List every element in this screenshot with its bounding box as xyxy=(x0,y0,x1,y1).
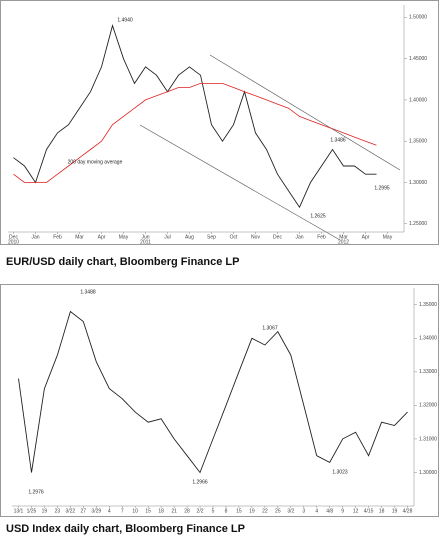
x-tick-label: 18 xyxy=(158,508,164,514)
y-tick-label: 1.31000 xyxy=(419,436,437,442)
annotation: 1.3488 xyxy=(80,289,96,295)
x-tick-label: 21 xyxy=(171,508,177,514)
panel xyxy=(0,0,439,245)
x-year-label: 2010 xyxy=(8,239,19,245)
x-tick-label: 15 xyxy=(236,508,242,514)
y-tick-label: 1.45000 xyxy=(409,56,427,62)
y-tick-label: 1.34000 xyxy=(419,336,437,342)
x-tick-label: 4 xyxy=(108,508,111,514)
y-tick-label: 1.35000 xyxy=(419,302,437,308)
x-tick-label: Apr xyxy=(98,234,106,240)
x-tick-label: 28 xyxy=(184,508,190,514)
x-tick-label: Feb xyxy=(317,234,326,240)
x-year-label: 2011 xyxy=(140,239,151,245)
annotation: 200 day moving average xyxy=(68,159,123,165)
x-tick-label: Dec xyxy=(9,234,18,240)
x-tick-label: 3 xyxy=(302,508,305,514)
annotation: 1.2966 xyxy=(192,479,208,485)
y-tick-label: 1.32000 xyxy=(419,403,437,409)
x-tick-label: May xyxy=(383,234,393,240)
x-tick-label: 3/29 xyxy=(91,508,101,514)
annotation: 1.4940 xyxy=(117,17,133,23)
x-tick-label: 22 xyxy=(262,508,268,514)
annotation: 1.2976 xyxy=(28,489,44,495)
x-tick-label: 1/25 xyxy=(27,508,37,514)
series-line xyxy=(13,24,377,209)
x-tick-label: Mar xyxy=(339,234,348,240)
annotation: 1.2625 xyxy=(310,213,326,219)
series-line xyxy=(18,310,408,474)
annotation: 1.2995 xyxy=(374,185,390,191)
x-tick-label: 4/15 xyxy=(364,508,374,514)
x-tick-label: 4/8 xyxy=(326,508,333,514)
y-tick-label: 1.25000 xyxy=(409,221,427,227)
x-tick-label: 10 xyxy=(132,508,138,514)
x-tick-label: 3/2 xyxy=(287,508,294,514)
x-tick-label: Aug xyxy=(185,234,194,240)
x-tick-label: Oct xyxy=(230,234,238,240)
x-tick-label: 12 xyxy=(353,508,359,514)
x-tick-label: 4 xyxy=(315,508,318,514)
x-tick-label: 5 xyxy=(212,508,215,514)
y-tick-label: 1.30000 xyxy=(409,180,427,186)
y-tick-label: 1.50000 xyxy=(409,15,427,21)
x-tick-label: 13/1 xyxy=(14,508,24,514)
channel-line xyxy=(139,124,341,241)
y-tick-label: 1.33000 xyxy=(419,369,437,375)
x-tick-label: Nov xyxy=(251,234,260,240)
x-tick-label: Mar xyxy=(75,234,84,240)
x-tick-label: 9 xyxy=(341,508,344,514)
channel-line xyxy=(209,54,401,171)
caption: EUR/USD daily chart, Bloomberg Finance L… xyxy=(6,256,240,268)
x-tick-label: 19 xyxy=(42,508,48,514)
x-year-label: 2012 xyxy=(338,239,349,245)
y-tick-label: 1.35000 xyxy=(409,139,427,145)
x-tick-label: Apr xyxy=(362,234,370,240)
x-tick-label: 18 xyxy=(379,508,385,514)
x-tick-label: 27 xyxy=(81,508,87,514)
x-tick-label: 7 xyxy=(121,508,124,514)
x-tick-label: Jan xyxy=(295,234,303,240)
y-tick-label: 1.30000 xyxy=(419,470,437,476)
panel xyxy=(0,284,439,517)
x-tick-label: Jul xyxy=(164,234,170,240)
x-tick-label: 3/22 xyxy=(65,508,75,514)
x-tick-label: Jan xyxy=(31,234,39,240)
x-tick-label: 19 xyxy=(249,508,255,514)
x-tick-label: 25 xyxy=(275,508,281,514)
x-tick-label: 4/28 xyxy=(403,508,413,514)
series-line xyxy=(13,83,377,183)
annotation: 1.3486 xyxy=(330,137,346,143)
x-tick-label: 19 xyxy=(392,508,398,514)
x-tick-label: Jun xyxy=(141,234,149,240)
annotation: 1.3023 xyxy=(332,469,348,475)
x-tick-label: 15 xyxy=(145,508,151,514)
x-tick-label: 23 xyxy=(55,508,61,514)
x-tick-label: May xyxy=(119,234,129,240)
x-tick-label: 2/2 xyxy=(197,508,204,514)
annotation: 1.3067 xyxy=(262,325,278,331)
x-tick-label: Feb xyxy=(53,234,62,240)
x-tick-label: 8 xyxy=(225,508,228,514)
y-tick-label: 1.40000 xyxy=(409,97,427,103)
caption: USD Index daily chart, Bloomberg Finance… xyxy=(6,523,245,535)
x-tick-label: Sep xyxy=(207,234,216,240)
x-tick-label: Dec xyxy=(273,234,282,240)
